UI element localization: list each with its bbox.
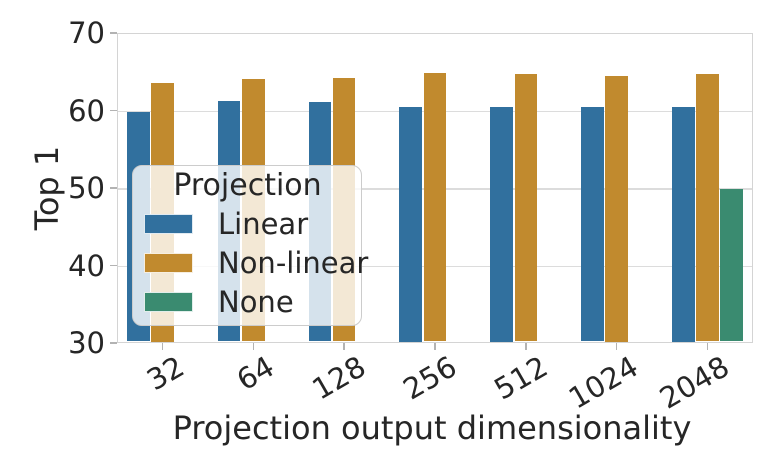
bar-linear-2048 bbox=[672, 106, 695, 342]
x-tick-label-256: 256 bbox=[397, 349, 462, 407]
legend-entry-non-linear: Non-linear bbox=[144, 243, 368, 282]
legend-swatch-non-linear bbox=[144, 252, 193, 273]
bar-non-linear-1024 bbox=[605, 75, 629, 342]
legend-entry-linear: Linear bbox=[144, 204, 351, 243]
y-tick-label-70: 70 bbox=[68, 16, 105, 50]
bar-linear-256 bbox=[399, 106, 423, 342]
legend-label-none: None bbox=[218, 284, 294, 319]
x-tick-mark bbox=[615, 343, 618, 350]
y-tick-label-60: 60 bbox=[68, 93, 105, 128]
y-tick-label-30: 30 bbox=[68, 326, 105, 360]
bar-linear-512 bbox=[490, 106, 513, 342]
x-tick-label-128: 128 bbox=[306, 349, 372, 407]
x-tick-label-2048: 2048 bbox=[653, 349, 735, 416]
x-tick-label-1024: 1024 bbox=[562, 349, 644, 416]
y-tick-label-40: 40 bbox=[68, 248, 105, 283]
legend-entry-none: None bbox=[144, 282, 351, 321]
bar-non-linear-512 bbox=[514, 74, 538, 342]
x-tick-mark bbox=[706, 343, 709, 350]
x-tick-mark bbox=[434, 343, 436, 350]
legend-title: Projection bbox=[173, 168, 322, 203]
legend-label-linear: Linear bbox=[218, 206, 309, 241]
x-tick-label-512: 512 bbox=[487, 349, 553, 407]
x-tick-mark bbox=[343, 343, 345, 350]
y-tick-mark bbox=[110, 264, 117, 267]
legend: Projection Linear Non-linear None bbox=[132, 165, 368, 326]
legend-items: Linear Non-linear None bbox=[144, 204, 368, 321]
bar-non-linear-256 bbox=[423, 73, 447, 342]
x-tick-mark bbox=[161, 343, 164, 350]
legend-swatch-linear bbox=[144, 213, 193, 234]
y-tick-label-50: 50 bbox=[68, 171, 105, 205]
bar-linear-1024 bbox=[581, 107, 604, 342]
y-tick-mark bbox=[110, 342, 117, 344]
y-tick-mark bbox=[110, 187, 117, 189]
x-axis-label: Projection output dimensionality bbox=[172, 409, 692, 447]
y-tick-mark bbox=[110, 109, 117, 112]
bar-non-linear-2048 bbox=[696, 74, 719, 342]
x-tick-mark bbox=[525, 343, 527, 350]
x-tick-label-32: 32 bbox=[140, 349, 190, 398]
legend-label-non-linear: Non-linear bbox=[218, 245, 369, 280]
y-tick-mark bbox=[110, 32, 117, 34]
bar-none-2048 bbox=[720, 188, 744, 342]
x-tick-label-64: 64 bbox=[231, 349, 281, 398]
legend-swatch-none bbox=[144, 291, 193, 312]
x-tick-mark bbox=[252, 343, 255, 350]
